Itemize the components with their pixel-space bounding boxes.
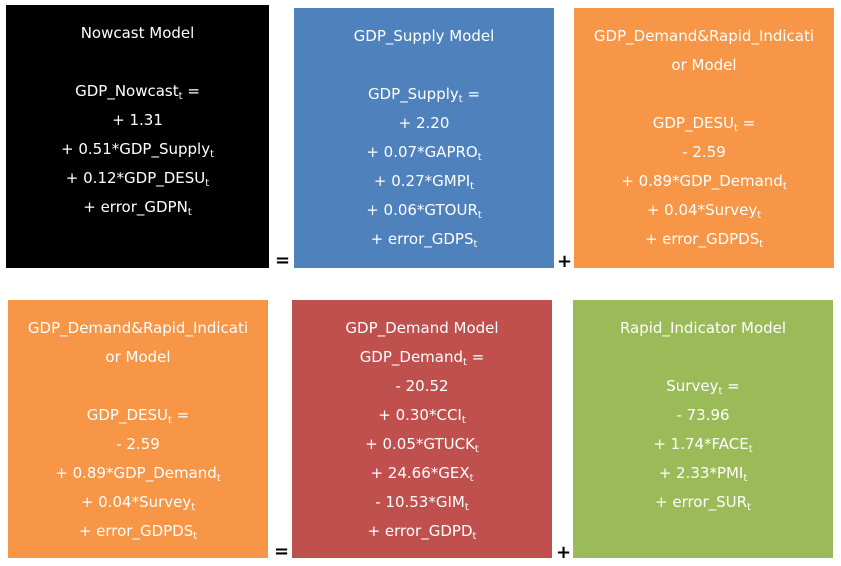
equation-line: GDP_DESUt = [652, 114, 756, 134]
box-title: GDP_Demand&Rapid_Indicati or Model [593, 27, 815, 74]
equation-line: + 0.51*GDP_Supplyt [61, 140, 214, 160]
equation-line: + 0.06*GTOURt [366, 201, 482, 221]
equation-line: + error_GDPDt [367, 522, 477, 542]
equation-line: + 1.74*FACEt [653, 435, 753, 455]
equals-operator: = [275, 250, 291, 271]
plus-operator: + [556, 542, 572, 563]
equation-line: - 2.59 [682, 143, 726, 161]
equation-line: + 0.12*GDP_DESUt [65, 169, 210, 189]
equation-line: + 1.31 [112, 111, 163, 129]
equation-line: + error_GDPNt [83, 198, 192, 218]
equation-line: + 0.07*GAPROt [366, 143, 482, 163]
plus-operator: + [557, 251, 573, 272]
equation-line: GDP_Nowcastt = [75, 82, 200, 102]
box-title: Rapid_Indicator Model [619, 319, 787, 337]
equation-line: + 24.66*GEXt [370, 464, 474, 484]
gdp-demand-model-box: GDP_Demand Model GDP_Demandt = - 20.52 +… [292, 300, 552, 558]
equation-line: GDP_DESUt = [86, 406, 190, 426]
box-title: GDP_Demand Model [345, 319, 499, 337]
equation-line: - 10.53*GIMt [375, 493, 469, 513]
nowcast-model-box: Nowcast Model GDP_Nowcastt = + 1.31 + 0.… [6, 5, 269, 268]
equation-line: + error_GDPSt [370, 230, 478, 250]
rapid-indicator-model-box: Rapid_Indicator Model Surveyt = - 73.96 … [573, 300, 833, 558]
gdp-demand-rapid-indicator-model-box: GDP_Demand&Rapid_Indicati or Model GDP_DE… [8, 300, 268, 558]
equation-line: GDP_Supplyt = [367, 85, 481, 105]
box-title: GDP_Supply Model [353, 27, 495, 45]
equals-operator: = [274, 541, 290, 562]
box-title: GDP_Demand&Rapid_Indicati or Model [27, 319, 249, 366]
equation-line: + 0.05*GTUCKt [365, 435, 479, 455]
equation-line: + 2.20 [398, 114, 450, 132]
equation-line: Surveyt = [666, 377, 740, 397]
equation-line: + error_GDPDSt [644, 230, 764, 250]
equation-line: + error_SURt [655, 493, 751, 513]
equation-line: GDP_Demandt = [359, 348, 485, 368]
equation-line: + 0.27*GMPIt [373, 172, 475, 192]
gdp-demand-rapid-indicator-model-box: GDP_Demand&Rapid_Indicati or Model GDP_DE… [574, 8, 834, 268]
equation-line: + 2.33*PMIt [658, 464, 748, 484]
equation-line: - 20.52 [395, 377, 449, 395]
equation-line: + 0.89*GDP_Demandt [621, 172, 787, 192]
equation-line: - 2.59 [116, 435, 160, 453]
equation-line: + 0.30*CCIt [378, 406, 466, 426]
equation-line: + 0.04*Surveyt [646, 201, 762, 221]
equation-line: - 73.96 [676, 406, 730, 424]
gdp-supply-model-box: GDP_Supply Model GDP_Supplyt = + 2.20 + … [294, 8, 554, 268]
equation-line: + 0.89*GDP_Demandt [55, 464, 221, 484]
box-title: Nowcast Model [80, 24, 195, 42]
equation-line: + 0.04*Surveyt [80, 493, 196, 513]
equation-line: + error_GDPDSt [78, 522, 198, 542]
